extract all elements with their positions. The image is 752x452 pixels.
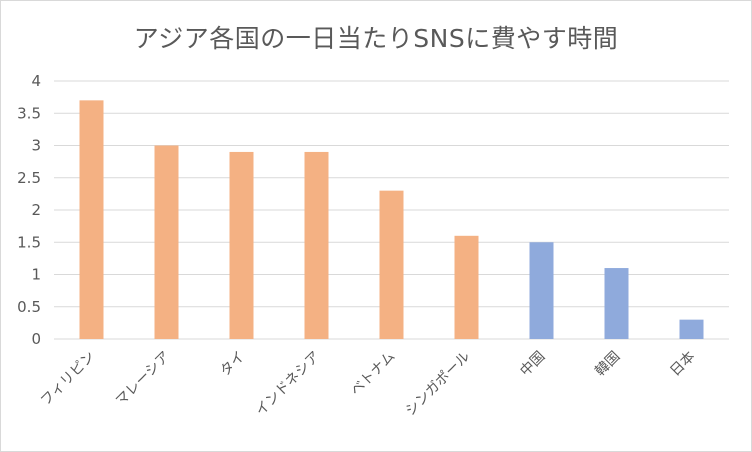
- bar: [604, 268, 629, 339]
- y-tick-label: 0: [31, 330, 41, 348]
- bar: [229, 151, 254, 339]
- bar: [529, 242, 554, 339]
- bar: [154, 145, 179, 339]
- x-category-label: 日本: [667, 349, 698, 380]
- bar: [79, 100, 104, 339]
- x-category-label: シンガポール: [403, 349, 474, 420]
- y-tick-label: 3.5: [17, 104, 41, 122]
- x-category-label: タイ: [217, 349, 248, 380]
- x-category-label: 中国: [517, 349, 548, 380]
- y-tick-label: 4: [31, 72, 41, 90]
- y-tick-label: 3: [31, 137, 41, 155]
- y-tick-label: 1: [31, 266, 41, 284]
- y-tick-label: 2: [31, 201, 41, 219]
- x-axis-categories: フィリピン マレーシア タイ インドネシア ベトナム シンガポール 中国 韓国 日本: [38, 349, 699, 420]
- bar: [679, 319, 704, 339]
- y-axis-ticks: 0 0.5 1 1.5 2 2.5 3 3.5 4: [17, 72, 41, 348]
- x-category-label: ベトナム: [348, 349, 399, 400]
- x-category-label: フィリピン: [38, 349, 99, 410]
- x-category-label: 韓国: [592, 349, 623, 380]
- x-category-label: インドネシア: [253, 349, 324, 420]
- x-category-label: マレーシア: [113, 349, 174, 410]
- chart-title: アジア各国の一日当たりSNSに費やす時間: [133, 24, 619, 53]
- bar: [304, 151, 329, 339]
- bar: [379, 190, 404, 339]
- y-tick-label: 1.5: [17, 233, 41, 251]
- bar: [454, 235, 479, 339]
- bars: [79, 100, 704, 339]
- y-tick-label: 0.5: [17, 298, 41, 316]
- y-tick-label: 2.5: [17, 169, 41, 187]
